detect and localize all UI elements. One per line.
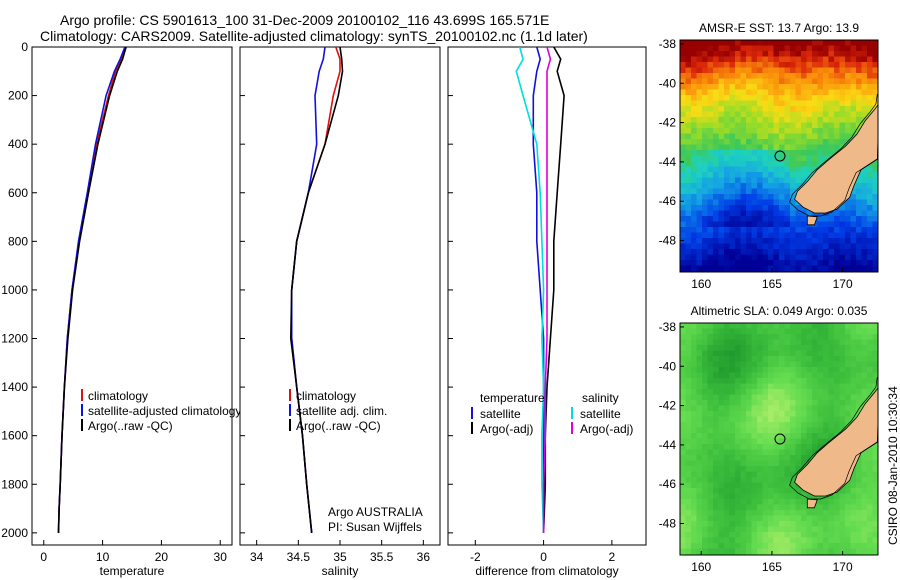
land-mass <box>794 104 878 214</box>
x-tick-label: 165 <box>762 277 782 291</box>
series-line <box>289 47 344 533</box>
series-line <box>542 47 552 533</box>
series-line <box>515 47 545 533</box>
annotation-text: Argo AUSTRALIA <box>328 505 423 519</box>
y-tick-label: 1000 <box>1 283 28 297</box>
x-tick-label: 30 <box>214 550 228 564</box>
sla-map-panel: Altimetric SLA: 0.049 Argo: 0.035 -38 -40 -… <box>659 304 879 574</box>
y-tick-label: -40 <box>659 359 677 373</box>
legend-label: Argo(-adj) <box>480 422 533 436</box>
x-axis-label: temperature <box>100 564 165 578</box>
legend-label: satellite <box>480 407 521 421</box>
legend-label: Argo(-adj) <box>580 422 633 436</box>
y-tick-label: 1400 <box>1 380 28 394</box>
y-tick-label: 1800 <box>1 477 28 491</box>
profile-panel-2: 34 34.5 35 35.5 36 salinity climatologysatelli… <box>239 46 441 578</box>
plot-frame <box>239 46 441 546</box>
legend-label: Argo(..raw -QC) <box>296 419 381 433</box>
argo-position-marker <box>774 433 786 445</box>
legend-label: satellite-adjusted climatology <box>88 404 241 418</box>
annotation-text: PI: Susan Wijffels <box>328 520 422 534</box>
x-tick-label: 0 <box>40 550 47 564</box>
legend-heading: salinity <box>582 391 619 405</box>
legend-label: satellite adj. clim. <box>296 404 387 418</box>
chart-title-line2: Climatology: CARS2009. Satellite-adjuste… <box>40 28 588 44</box>
stewart-island <box>806 215 818 226</box>
map-frame <box>679 322 879 556</box>
land-mass <box>794 387 878 497</box>
y-tick-label: -46 <box>659 477 677 491</box>
y-tick-label: -48 <box>659 234 677 248</box>
x-axis-label: difference from climatology <box>475 564 618 578</box>
depth-contour <box>789 94 878 217</box>
chart-title-line1: Argo profile: CS 5901613_100 31-Dec-2009… <box>60 12 550 28</box>
sst-map-panel: AMSR-E SST: 13.7 Argo: 13.9 -38 -40 -42 -44 -… <box>659 21 879 291</box>
y-tick-label: -48 <box>659 517 677 531</box>
legend-label: Argo(..raw -QC) <box>88 419 173 433</box>
x-axis-label: salinity <box>322 564 359 578</box>
legend-label: satellite <box>580 407 621 421</box>
y-tick-label: -46 <box>659 194 677 208</box>
y-tick-label: 600 <box>8 186 28 200</box>
y-tick-label: 800 <box>8 234 28 248</box>
y-tick-label: -42 <box>659 116 677 130</box>
depth-contour <box>789 377 878 500</box>
y-tick-label: 1600 <box>1 429 28 443</box>
series-line <box>532 47 545 533</box>
x-tick-label: 10 <box>96 550 110 564</box>
map-frame <box>679 39 879 273</box>
x-tick-label: 0 <box>540 550 547 564</box>
y-tick-label: -40 <box>659 76 677 90</box>
map-title: Altimetric SLA: 0.049 Argo: 0.035 <box>691 304 868 318</box>
y-tick-label: 400 <box>8 137 28 151</box>
x-tick-label: 160 <box>691 560 711 574</box>
legend-label: climatology <box>296 389 356 403</box>
x-tick-label: 170 <box>833 277 853 291</box>
legend-label: climatology <box>88 389 148 403</box>
x-tick-label: 160 <box>691 277 711 291</box>
argo-position-marker <box>774 150 786 162</box>
y-tick-label: 2000 <box>1 526 28 540</box>
y-tick-label: -44 <box>659 438 677 452</box>
stewart-island <box>806 498 818 509</box>
x-tick-label: 35.5 <box>370 550 394 564</box>
timestamp-stamp: CSIRO 08-Jan-2010 10:30:34 <box>886 386 900 545</box>
x-tick-label: 34.5 <box>287 550 311 564</box>
y-tick-label: -42 <box>659 399 677 413</box>
plot-frame <box>31 46 233 546</box>
y-tick-label: 0 <box>21 40 28 54</box>
x-tick-label: 35 <box>333 550 347 564</box>
y-tick-label: -38 <box>659 37 677 51</box>
x-tick-label: 34 <box>250 550 264 564</box>
x-tick-label: 2 <box>609 550 616 564</box>
y-tick-label: 1200 <box>1 332 28 346</box>
legend-heading: temperature <box>480 391 545 405</box>
x-tick-label: 20 <box>155 550 169 564</box>
map-title: AMSR-E SST: 13.7 Argo: 13.9 <box>699 21 859 35</box>
y-tick-label: -38 <box>659 320 677 334</box>
x-tick-label: 36 <box>417 550 431 564</box>
y-tick-label: -44 <box>659 155 677 169</box>
series-line <box>57 47 127 533</box>
x-tick-label: 165 <box>762 560 782 574</box>
x-tick-label: -2 <box>470 550 481 564</box>
x-tick-label: 170 <box>833 560 853 574</box>
profile-panel-1: 0 200 400 600 800 1000 1200 1400 1600 1800 2000 0 10… <box>1 40 241 578</box>
y-tick-label: 200 <box>8 89 28 103</box>
